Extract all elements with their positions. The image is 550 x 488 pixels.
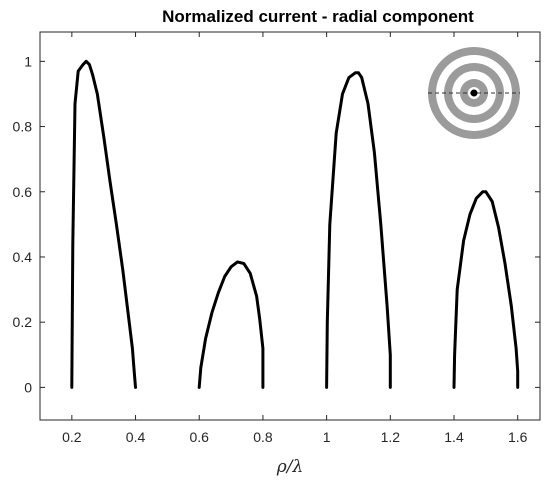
y-tick-label: 1 [24, 53, 32, 69]
y-tick-label: 0.6 [13, 184, 33, 200]
chart-title: Normalized current - radial component [162, 7, 474, 26]
series-line-3 [325, 71, 392, 389]
plot-area-frame [39, 31, 541, 421]
y-tick-label: 0.8 [13, 119, 33, 135]
x-tick-label: 0.2 [62, 429, 82, 445]
x-axis-ticks: 0.2 0.4 0.6 0.8 1 1.2 1.4 1.6 [62, 32, 528, 445]
y-tick-label: 0 [24, 379, 32, 395]
concentric-rings-icon [428, 47, 520, 139]
x-tick-label: 1.4 [444, 429, 464, 445]
y-axis-ticks: 0 0.2 0.4 0.6 0.8 1 [13, 53, 540, 395]
x-axis-label: ρ/λ [276, 457, 304, 477]
x-tick-label: 1 [323, 429, 331, 445]
x-tick-label: 0.6 [190, 429, 210, 445]
x-tick-label: 0.8 [253, 429, 273, 445]
series-line-1 [70, 59, 137, 389]
y-tick-label: 0.2 [13, 314, 33, 330]
inset-center-dot [470, 89, 478, 97]
x-tick-label: 1.6 [508, 429, 528, 445]
x-tick-label: 1.2 [381, 429, 401, 445]
series-line-2 [197, 260, 265, 389]
data-series [70, 59, 520, 389]
y-tick-label: 0.4 [13, 249, 33, 265]
x-tick-label: 0.4 [126, 429, 146, 445]
series-line-4 [452, 190, 520, 389]
